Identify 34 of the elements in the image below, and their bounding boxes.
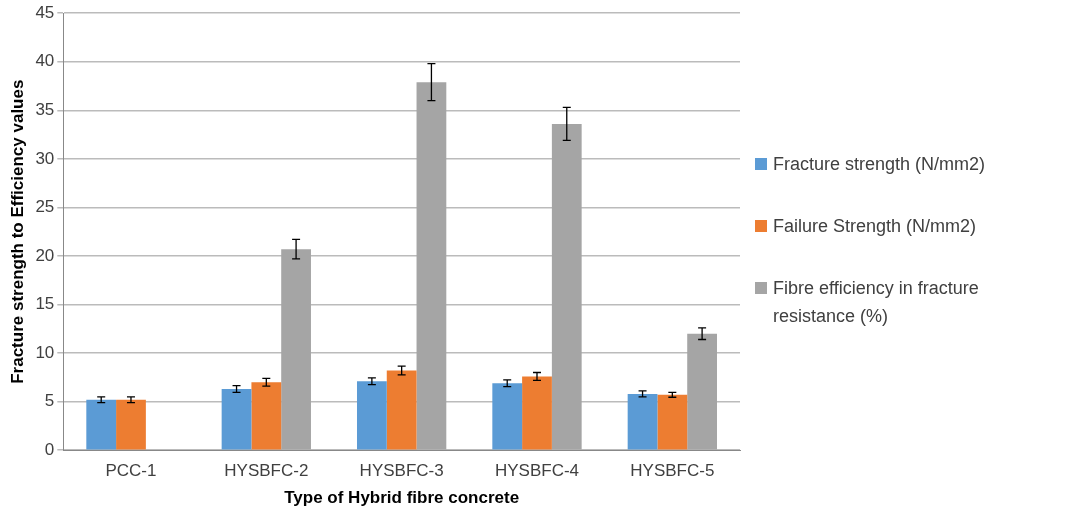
bar: [522, 376, 552, 450]
y-tick-label: 45: [35, 2, 55, 22]
y-tick-label: 35: [35, 100, 55, 119]
bar: [86, 399, 117, 450]
bar: [657, 394, 688, 450]
bar: [627, 393, 658, 450]
legend-label: Fibre efficiency in fracture resistance (%): [773, 277, 980, 328]
y-tick-label: 20: [35, 245, 55, 265]
y-axis-title: Fracture strength to Efficiency values: [7, 79, 27, 384]
x-tick-label: HYSBFC-4: [494, 461, 580, 481]
bar: [687, 333, 717, 450]
y-tick-label: 5: [44, 391, 55, 411]
x-tick-label: HYSBFC-3: [359, 461, 444, 481]
bar: [386, 370, 417, 450]
y-tick-label: 10: [35, 342, 55, 362]
bar: [116, 399, 146, 450]
bar: [281, 249, 311, 450]
legend-label: Failure Strength (N/mm2): [773, 215, 977, 238]
legend-label: Fracture strength (N/mm2): [773, 153, 986, 176]
bar: [416, 82, 447, 450]
y-tick-label: 0: [44, 439, 55, 459]
bar: [551, 123, 582, 450]
y-tick-label: 40: [35, 51, 55, 71]
x-tick-label: PCC-1: [105, 461, 157, 481]
y-tick-label: 15: [35, 294, 55, 314]
x-tick-label: HYSBFC-5: [630, 461, 715, 481]
bar: [356, 381, 387, 450]
bar: [221, 389, 252, 450]
x-axis-title: Type of Hybrid fibre concrete: [284, 488, 520, 508]
bar: [492, 383, 523, 450]
x-tick-label: HYSBFC-2: [224, 461, 309, 481]
y-tick-label: 30: [35, 148, 55, 168]
y-tick-label: 25: [35, 197, 55, 217]
bar: [251, 382, 282, 450]
